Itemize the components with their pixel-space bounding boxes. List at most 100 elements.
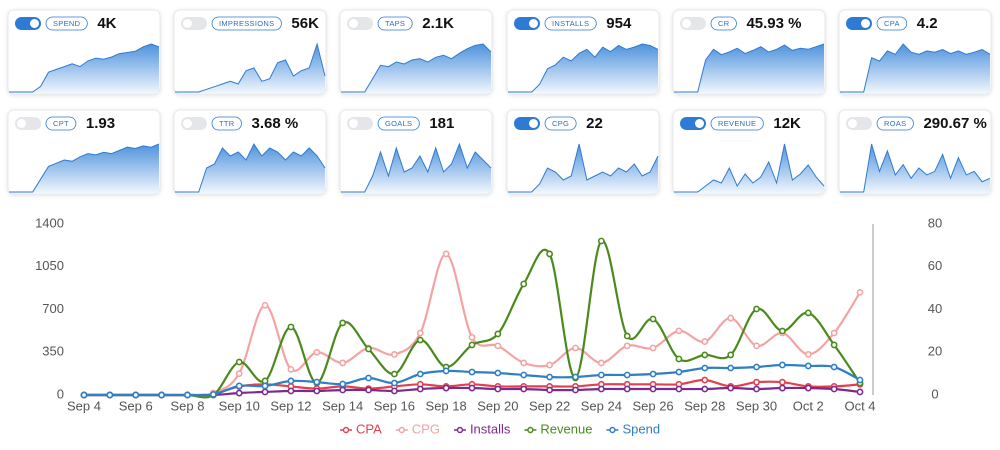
sparkline-area [674, 144, 824, 193]
legend-item[interactable]: CPG [395, 421, 440, 436]
x-tick-label: Sep 12 [270, 398, 311, 413]
data-point [365, 374, 372, 382]
x-tick-label: Sep 28 [684, 398, 725, 413]
x-tick-label: Sep 16 [374, 398, 415, 413]
data-point [468, 333, 476, 341]
y2-tick-label: 40 [928, 301, 942, 316]
metric-label: ROAS [884, 119, 906, 128]
data-point [80, 391, 88, 399]
toggle-knob[interactable] [30, 19, 39, 28]
data-point [261, 301, 269, 309]
data-point [727, 351, 735, 359]
data-point [727, 384, 735, 392]
sparkline-area [9, 44, 159, 93]
metric-card[interactable]: GOALS 181 [339, 109, 493, 195]
data-point [546, 361, 553, 369]
metric-value: 22 [586, 115, 603, 132]
metric-card[interactable]: IMPRESSIONS 56K [173, 9, 327, 95]
data-point [520, 385, 528, 393]
toggle-knob[interactable] [17, 119, 26, 128]
sparkline-area [674, 44, 824, 93]
metric-card[interactable]: CPA 4.2 [838, 9, 992, 95]
legend-item[interactable]: Revenue [524, 421, 592, 436]
data-point [158, 391, 165, 399]
toggle-knob[interactable] [349, 19, 358, 28]
data-point [546, 250, 553, 258]
data-point [623, 332, 631, 340]
data-point [235, 382, 243, 390]
toggle-knob[interactable] [529, 119, 538, 128]
toggle-knob[interactable] [695, 119, 704, 128]
data-point [830, 329, 838, 337]
data-point [675, 327, 683, 335]
data-point [390, 379, 398, 387]
metric-label-pill [45, 16, 88, 31]
toggle-knob[interactable] [529, 19, 538, 28]
data-point [416, 385, 424, 393]
toggle-knob[interactable] [183, 19, 192, 28]
data-point [649, 370, 657, 378]
sparkline-line [9, 143, 160, 193]
x-tick-label: Sep 18 [426, 398, 467, 413]
metric-card[interactable]: CPT 1.93 [7, 109, 161, 195]
metric-card[interactable]: TAPS 2.1K [339, 9, 493, 95]
metric-label-pill [710, 16, 737, 31]
data-point [675, 368, 683, 376]
data-point [623, 371, 631, 379]
metric-value: 12K [773, 115, 801, 132]
metric-card[interactable]: ROAS 290.67 % [838, 109, 992, 195]
y-tick-label: 1050 [35, 258, 64, 273]
data-point [779, 384, 786, 392]
x-tick-label: Sep 24 [581, 398, 622, 413]
data-point [830, 341, 838, 349]
metric-value: 1.93 [86, 115, 115, 132]
legend-label: Spend [622, 421, 660, 436]
data-point [546, 373, 553, 381]
x-tick-label: Sep 22 [529, 398, 570, 413]
toggle-knob[interactable] [848, 119, 857, 128]
metric-card[interactable]: SPEND 4K [7, 9, 161, 95]
metric-value: 3.68 % [251, 115, 298, 132]
metric-card[interactable]: CPG 22 [506, 109, 660, 195]
data-point [779, 361, 786, 369]
data-point [442, 250, 450, 258]
metric-cards: SPEND 4K IMPRESSIONS 56K TAPS 2.1K INSTALLS 954… [7, 9, 992, 195]
metric-label: REVENUE [718, 119, 756, 128]
data-point [184, 391, 191, 399]
metric-card[interactable]: TTR 3.68 % [173, 109, 327, 195]
sparkline-area [508, 44, 658, 93]
data-point [390, 387, 398, 395]
legend-swatch-marker [456, 426, 464, 434]
x-tick-label: Sep 8 [170, 398, 204, 413]
data-point [365, 386, 372, 394]
legend-item[interactable]: Spend [606, 421, 660, 436]
data-point [779, 378, 786, 386]
metric-label-pill [45, 116, 77, 131]
data-point [856, 388, 864, 396]
data-point [753, 342, 760, 350]
legend-item[interactable]: CPA [340, 421, 382, 436]
legend-item[interactable]: Installs [453, 421, 511, 436]
toggle-knob[interactable] [861, 19, 870, 28]
metric-value: 290.67 % [923, 115, 986, 132]
metric-card[interactable]: INSTALLS 954 [506, 9, 660, 95]
data-point [701, 385, 709, 393]
toggle-knob[interactable] [349, 119, 358, 128]
metric-label-pill [377, 16, 413, 31]
metric-label: IMPRESSIONS [219, 19, 274, 28]
data-point [597, 371, 605, 379]
metric-card[interactable]: REVENUE 12K [672, 109, 826, 195]
data-point [753, 378, 760, 386]
y-tick-label: 1400 [35, 215, 64, 230]
data-point [675, 355, 683, 363]
toggle-knob[interactable] [682, 19, 691, 28]
sparkline-line [341, 142, 492, 193]
data-point [701, 338, 709, 345]
toggle-knob[interactable] [183, 119, 192, 128]
metric-card[interactable]: CR 45.93 % [672, 9, 826, 95]
metric-label-pill [876, 16, 908, 31]
data-point [416, 336, 424, 344]
data-point [753, 305, 760, 313]
data-point [132, 391, 140, 399]
